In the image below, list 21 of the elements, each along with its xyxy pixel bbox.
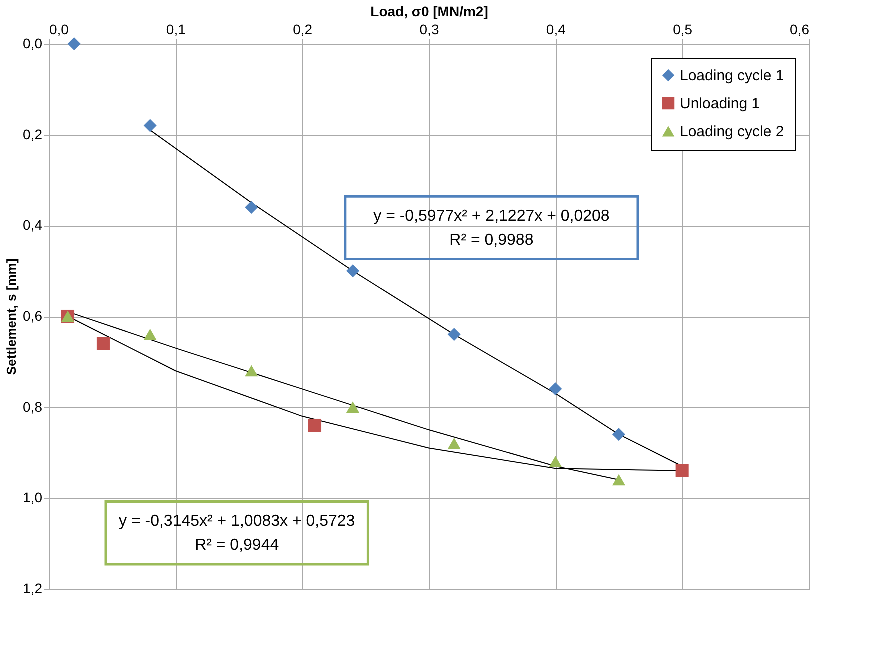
y-axis-title: Settlement, s [mm] bbox=[4, 258, 20, 376]
annotation: y = -0,5977x² + 2,1227x + 0,0208 R² = 0,9988 bbox=[374, 208, 610, 249]
legend-label: Loading cycle 1 bbox=[680, 68, 784, 84]
y-tick-label: 0,8 bbox=[23, 398, 43, 415]
x-tick-label: 0,3 bbox=[420, 22, 440, 38]
y-tick-label: 1,0 bbox=[23, 490, 43, 506]
y-tick-label: 0,2 bbox=[23, 126, 43, 142]
x-tick-label: 0,5 bbox=[673, 22, 693, 38]
y-tick-label: 1,2 bbox=[23, 580, 43, 596]
y-tick-label: 0,0 bbox=[23, 36, 43, 52]
x-tick-label: 0,1 bbox=[166, 22, 186, 38]
annotation: y = -0,3145x² + 1,0083x + 0,5723 R² = 0,9944 bbox=[119, 513, 356, 554]
x-tick-label: 0,0 bbox=[50, 22, 70, 38]
y-tick-label: 0,4 bbox=[23, 217, 43, 234]
legend-label: Loading cycle 2 bbox=[680, 124, 784, 140]
x-tick-label: 0,4 bbox=[546, 22, 566, 38]
x-axis-title: Load, σ0 [MN/m2] bbox=[370, 4, 488, 20]
x-tick-label: 0,6 bbox=[790, 22, 810, 38]
legend-label: Unloading 1 bbox=[680, 96, 760, 112]
x-tick-label: 0,2 bbox=[293, 22, 313, 38]
y-tick-label: 0,6 bbox=[23, 308, 43, 324]
